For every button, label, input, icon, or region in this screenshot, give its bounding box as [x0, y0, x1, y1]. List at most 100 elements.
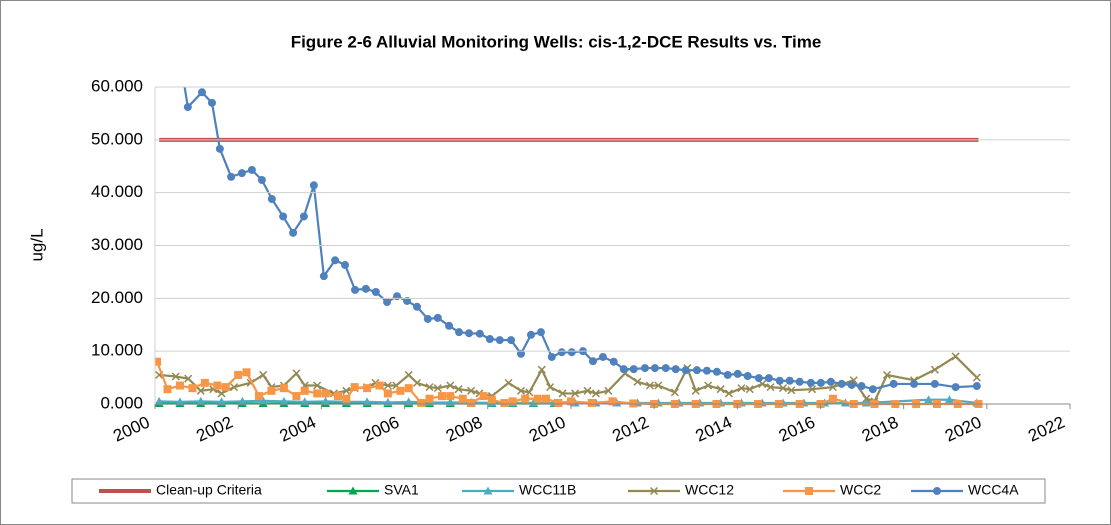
marker: [467, 398, 476, 407]
marker: [766, 383, 775, 392]
marker: [681, 366, 690, 375]
y-tick-label: 10.000: [91, 341, 143, 360]
marker: [207, 98, 216, 107]
y-tick-label: 60.000: [91, 76, 143, 95]
marker: [393, 292, 402, 301]
marker: [633, 377, 642, 386]
marker: [433, 384, 442, 393]
legend-label: WCC12: [685, 482, 734, 498]
marker: [808, 385, 817, 394]
marker: [334, 392, 342, 401]
marker: [289, 228, 298, 237]
marker: [764, 374, 773, 383]
marker: [692, 366, 701, 375]
marker: [933, 487, 941, 495]
marker: [745, 385, 754, 394]
marker: [554, 398, 563, 407]
marker: [221, 383, 230, 392]
marker: [629, 399, 638, 408]
marker: [837, 379, 846, 388]
marker: [259, 370, 268, 379]
marker: [733, 369, 742, 378]
marker: [163, 385, 172, 394]
marker: [227, 172, 236, 181]
marker: [882, 370, 892, 379]
marker: [619, 365, 628, 374]
marker: [258, 396, 268, 405]
marker: [200, 378, 209, 387]
marker: [526, 330, 535, 339]
y-tick-label: 0.000: [100, 393, 143, 412]
marker: [670, 388, 679, 397]
marker: [445, 321, 454, 330]
marker: [383, 381, 392, 390]
marker: [300, 386, 309, 395]
marker: [196, 386, 205, 395]
marker: [826, 377, 835, 386]
marker: [425, 383, 434, 392]
marker: [403, 296, 412, 305]
marker: [944, 395, 954, 404]
marker: [242, 368, 251, 377]
marker: [313, 381, 322, 390]
marker: [292, 392, 301, 401]
marker: [702, 366, 711, 375]
marker: [604, 386, 613, 395]
marker: [525, 388, 534, 397]
marker: [889, 379, 898, 388]
marker: [257, 175, 266, 184]
marker: [737, 384, 746, 393]
marker: [806, 378, 815, 387]
marker: [175, 381, 184, 390]
marker: [516, 386, 526, 395]
marker: [300, 397, 310, 406]
marker: [649, 486, 659, 496]
marker: [930, 379, 939, 388]
marker: [661, 364, 670, 373]
marker: [396, 386, 405, 395]
marker: [828, 394, 837, 403]
y-tick-label: 30.000: [91, 235, 143, 254]
legend-label: WCC11B: [519, 482, 576, 498]
marker: [645, 381, 654, 390]
marker: [475, 329, 484, 338]
marker: [640, 364, 649, 373]
marker: [485, 335, 494, 344]
marker: [188, 384, 197, 393]
marker: [155, 396, 164, 405]
marker: [650, 364, 659, 373]
marker: [321, 389, 330, 398]
marker: [743, 371, 752, 380]
marker: [609, 357, 618, 366]
marker: [591, 389, 600, 398]
marker: [546, 383, 555, 392]
marker: [805, 487, 813, 495]
marker: [712, 367, 721, 376]
marker: [331, 256, 340, 265]
marker: [951, 383, 960, 392]
marker: [521, 394, 530, 403]
marker: [446, 381, 455, 390]
marker: [508, 397, 517, 406]
marker: [375, 381, 384, 390]
y-tick-label: 40.000: [91, 182, 143, 201]
legend-label: SVA1: [384, 482, 419, 498]
marker: [417, 398, 426, 407]
marker: [371, 287, 380, 296]
marker: [341, 261, 350, 270]
y-axis-label: ug/L: [27, 228, 46, 261]
marker: [267, 195, 276, 204]
marker: [404, 370, 413, 379]
marker: [533, 394, 542, 403]
marker: [467, 386, 476, 395]
marker: [910, 379, 919, 388]
marker: [483, 486, 493, 495]
marker: [279, 396, 289, 405]
marker: [175, 397, 185, 406]
marker: [267, 386, 276, 395]
marker: [517, 349, 525, 358]
marker: [868, 385, 877, 394]
legend-label: WCC4A: [968, 482, 1019, 498]
